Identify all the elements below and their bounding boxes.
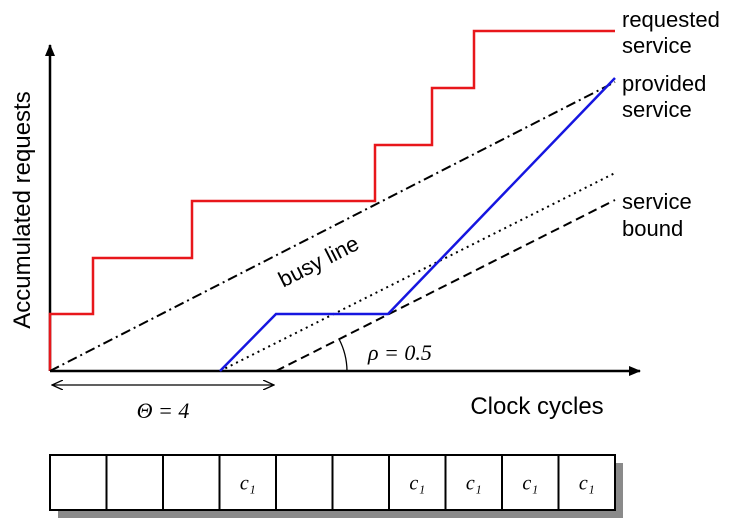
- slot: [331, 454, 390, 511]
- angle-arc: [338, 338, 348, 372]
- requested-label-2: service: [622, 33, 692, 58]
- slot-label: c₁: [240, 473, 256, 495]
- provided-service-curve: [219, 77, 616, 372]
- slot: [162, 454, 221, 511]
- theta-label: Θ = 4: [137, 398, 190, 423]
- busy-line: [49, 81, 616, 372]
- busy-line-label: busy line: [274, 230, 363, 292]
- slot-label: c₁: [466, 473, 482, 495]
- bound-label-2: bound: [622, 216, 683, 241]
- slot-table: c₁ c₁ c₁ c₁ c₁: [49, 454, 616, 511]
- provided-label-2: service: [622, 97, 692, 122]
- slot: [275, 454, 334, 511]
- x-axis-label: Clock cycles: [470, 393, 603, 420]
- service-bound-line: [275, 199, 616, 372]
- slot: [388, 454, 447, 511]
- requested-service-curve: [48, 29, 615, 371]
- dotted-line: [219, 172, 616, 372]
- slot: [49, 454, 108, 511]
- provided-label-1: provided: [622, 71, 706, 96]
- slot-label: c₁: [579, 473, 595, 495]
- slot-label: c₁: [409, 473, 425, 495]
- slot: [557, 454, 616, 511]
- slot-label: c₁: [522, 473, 538, 495]
- y-axis-label: Accumulated requests: [9, 91, 36, 328]
- slot: [444, 454, 503, 511]
- slot: [105, 454, 164, 511]
- rho-label: ρ = 0.5: [367, 340, 432, 365]
- requested-label-1: requested: [622, 7, 720, 32]
- bound-label-1: service: [622, 189, 692, 214]
